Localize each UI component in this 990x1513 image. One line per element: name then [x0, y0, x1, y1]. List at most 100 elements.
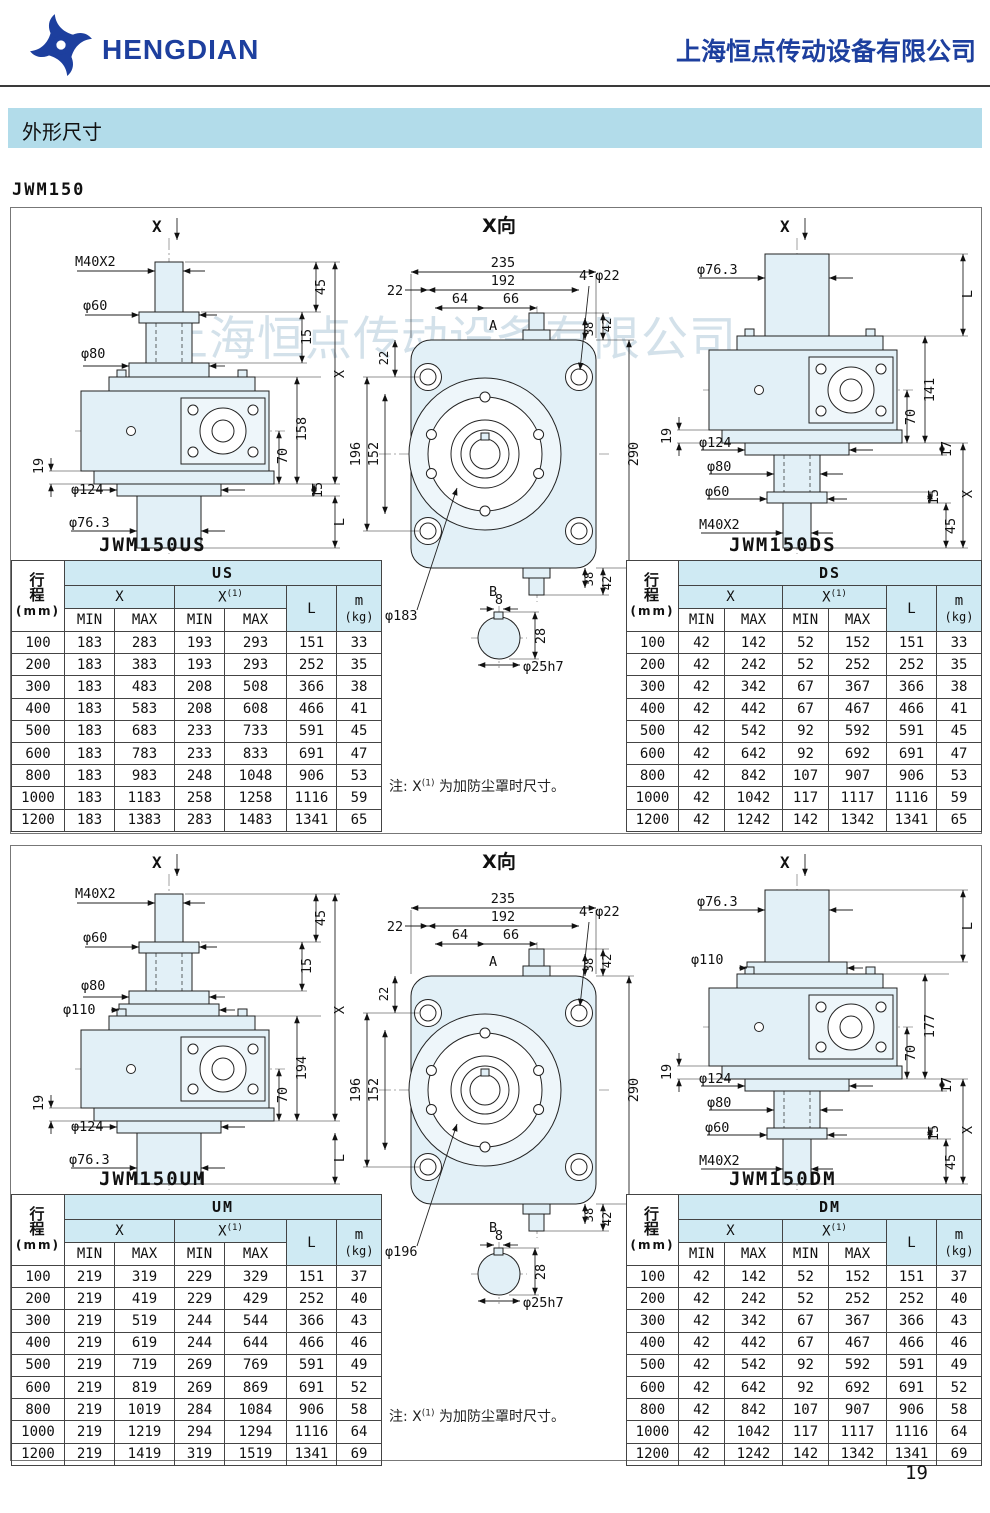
cell: 152 [828, 1264, 887, 1289]
caption-jwm150dm: JWM150DM [729, 1168, 837, 1190]
section-banner: 外形尺寸 [8, 108, 982, 148]
dim-label: M40X2 [699, 1153, 740, 1169]
cell: 642 [724, 1375, 783, 1400]
cell: 367 [828, 1309, 887, 1333]
dim-label: φ80 [707, 459, 731, 475]
cell: 442 [724, 697, 783, 721]
cell: 100 [626, 630, 679, 655]
dim-label: 45 [313, 910, 329, 926]
page-header: HENGDIAN 上海恒点传动设备有限公司 [0, 0, 990, 88]
col-header-min: MIN [174, 1242, 225, 1266]
section-us-ds: 上海恒点传动设备有限公司 X [10, 207, 982, 834]
table-row: 200 42 242 52 252 252 35 [626, 653, 982, 677]
hengdian-logo-icon [30, 14, 92, 76]
cell: 52 [782, 1287, 829, 1311]
col-header-min: MIN [64, 1242, 115, 1266]
dim-label: φ80 [81, 346, 105, 362]
dim-label: φ76.3 [697, 894, 738, 910]
cell: 833 [224, 741, 287, 766]
cell: 42 [678, 1331, 725, 1355]
cell: 400 [626, 1331, 679, 1355]
dim-label: φ60 [705, 484, 729, 500]
cell: 40 [936, 1287, 982, 1311]
cell: 229 [174, 1287, 225, 1311]
cell: 67 [782, 675, 829, 699]
cell: 229 [174, 1264, 225, 1289]
cell: 691 [886, 1375, 937, 1400]
dim-label: L [332, 1154, 348, 1162]
cell: 906 [286, 764, 337, 788]
cell: 117 [782, 1420, 829, 1444]
dim-label: 38 [582, 572, 596, 586]
cell: 35 [936, 653, 982, 677]
cell: 151 [286, 1264, 337, 1289]
dim-label: φ124 [699, 1071, 732, 1087]
cell: 208 [174, 675, 225, 699]
dim-label: φ76.3 [69, 1152, 110, 1168]
dim-label: 192 [491, 909, 515, 925]
cell: 46 [336, 1331, 382, 1355]
col-header-m: m (kg) [936, 585, 982, 632]
cell: 300 [11, 675, 65, 699]
cell: 1258 [224, 786, 287, 810]
cell: 1042 [724, 786, 783, 810]
dim-label: A [489, 318, 497, 334]
col-header-m: m (kg) [336, 585, 382, 632]
dim-label: 70 [903, 409, 919, 425]
table-row: 1200 42 1242 142 1342 1341 65 [626, 808, 982, 832]
cell: 1000 [626, 1420, 679, 1444]
cell: 466 [286, 1331, 337, 1355]
cell: 252 [886, 653, 937, 677]
dim-label: 196 [348, 442, 364, 466]
cell: 52 [782, 1264, 829, 1289]
dim-label: X [332, 370, 348, 378]
cell: 100 [11, 1264, 65, 1289]
table-um: 行程 (mm) UM X X(1) L m (kg) MIN MAX MIN MAX [11, 1194, 382, 1466]
cell: 252 [828, 1287, 887, 1311]
cell: 49 [336, 1353, 382, 1377]
cell: 500 [626, 719, 679, 743]
table-row: 200 219 419 229 429 252 40 [11, 1287, 382, 1311]
dim-label: 45 [943, 518, 959, 534]
dim-label: φ124 [71, 1119, 104, 1135]
plate-shapes [408, 312, 597, 660]
dim-label: 66 [503, 927, 519, 943]
dim-label: φ25h7 [523, 659, 564, 675]
col-header-x1: X(1) [782, 585, 887, 609]
cell: 1117 [828, 786, 887, 810]
cell: 65 [936, 808, 982, 832]
cell: 544 [224, 1309, 287, 1333]
caption-jwm150ds: JWM150DS [729, 534, 837, 556]
cell: 69 [336, 1442, 382, 1466]
cell: 35 [336, 653, 382, 677]
dim-label: 290 [626, 442, 642, 466]
table-row: 500 183 683 233 733 591 45 [11, 719, 382, 743]
dim-label: 22 [387, 919, 403, 935]
dim-label: 64 [452, 927, 468, 943]
cell: 42 [678, 741, 725, 766]
dim-label: φ60 [705, 1120, 729, 1136]
cell: 907 [828, 1398, 887, 1422]
jack-shapes [708, 889, 903, 1185]
dim-label: φ60 [83, 930, 107, 946]
dim-label: 4-φ22 [579, 904, 620, 920]
table-row: 1000 42 1042 117 1117 1116 64 [626, 1420, 982, 1444]
cell: 92 [782, 741, 829, 766]
cell: 1019 [114, 1398, 175, 1422]
cell: 592 [828, 719, 887, 743]
cell: 45 [936, 719, 982, 743]
cell: 1116 [886, 1420, 937, 1444]
cell: 1084 [224, 1398, 287, 1422]
cell: 983 [114, 764, 175, 788]
cell: 642 [724, 741, 783, 766]
dim-label: φ76.3 [697, 262, 738, 278]
cell: 783 [114, 741, 175, 766]
cell: 47 [936, 741, 982, 766]
dim-label: 70 [275, 448, 291, 464]
table-row: 500 42 542 92 592 591 49 [626, 1353, 982, 1377]
table-row: 100 219 319 229 329 151 37 [11, 1264, 382, 1289]
cell: 683 [114, 719, 175, 743]
cell: 142 [782, 1442, 829, 1466]
dim-label: 235 [491, 255, 515, 271]
col-header-min: MIN [678, 608, 725, 632]
